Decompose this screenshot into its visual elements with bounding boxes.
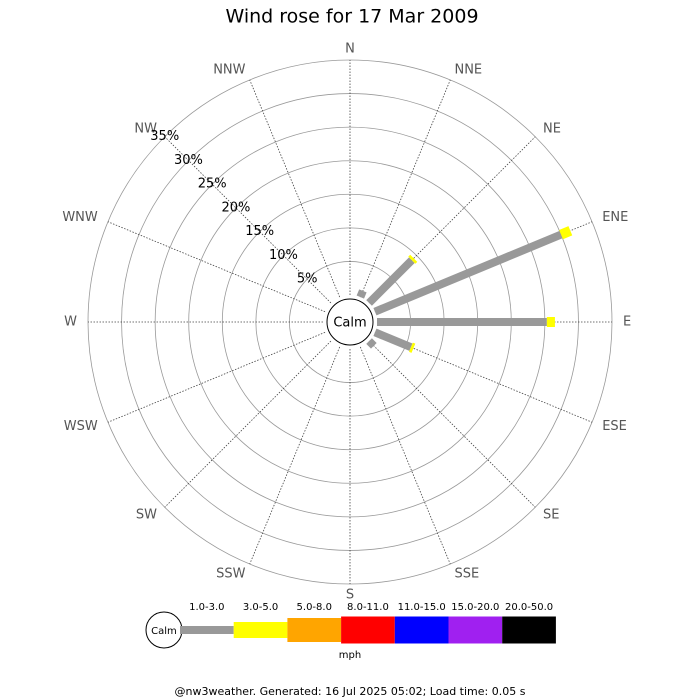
direction-label: SSW [216, 567, 246, 582]
bar [356, 289, 367, 299]
legend-label: 15.0-20.0 [451, 602, 499, 613]
legend-label: 3.0-5.0 [243, 602, 278, 613]
direction-label: N [345, 42, 355, 57]
legend-calm-label: Calm [151, 626, 177, 637]
bar [373, 328, 413, 351]
direction-label: NE [543, 121, 561, 136]
direction-label: NW [134, 121, 157, 136]
direction-label: SSE [454, 567, 479, 582]
direction-label: NNW [213, 62, 245, 77]
y-tick-label: 35% [150, 129, 179, 144]
y-tick-label: 10% [269, 248, 298, 263]
bar [559, 226, 573, 240]
y-tick-label: 15% [245, 224, 274, 239]
bar [373, 230, 563, 316]
direction-label: W [64, 315, 77, 330]
calm-label: Calm [333, 316, 366, 331]
bar [366, 257, 415, 306]
legend-label: 20.0-50.0 [505, 602, 553, 613]
legend-swatch [180, 626, 234, 634]
direction-label: SE [543, 508, 559, 523]
y-tick-label: 20% [222, 200, 251, 215]
legend-swatch [233, 622, 288, 638]
spoke [359, 79, 451, 298]
legend-label: 5.0-8.0 [297, 602, 332, 613]
spoke [359, 346, 451, 565]
direction-label: WNW [62, 210, 98, 225]
bar [409, 342, 416, 353]
direction-label: ENE [602, 210, 628, 225]
legend-swatch [502, 616, 556, 644]
legend-label: 1.0-3.0 [189, 602, 224, 613]
direction-label: S [346, 588, 354, 603]
spoke [368, 340, 536, 508]
legend-swatch [287, 618, 342, 642]
legend-swatch [394, 616, 449, 644]
bar [366, 338, 377, 349]
calm-circle [326, 298, 374, 346]
unit-label: mph [339, 650, 361, 661]
spoke [249, 346, 341, 565]
chart-title: Wind rose for 17 Mar 2009 [225, 6, 478, 28]
legend-swatch [448, 616, 503, 644]
y-tick-label: 25% [198, 177, 227, 192]
legend-label: 8.0-11.0 [347, 602, 389, 613]
spoke [164, 136, 332, 304]
spoke [107, 221, 326, 313]
y-tick-label: 5% [297, 272, 318, 287]
direction-label: ESE [602, 419, 627, 434]
spoke [164, 340, 332, 508]
spoke [107, 331, 326, 423]
direction-label: NNE [454, 62, 482, 77]
spoke [249, 79, 341, 298]
legend-swatch [341, 616, 395, 644]
direction-label: E [623, 315, 631, 330]
legend-label: 11.0-15.0 [398, 602, 446, 613]
y-tick-label: 30% [174, 153, 203, 168]
footer: @nw3weather. Generated: 16 Jul 2025 05:0… [175, 685, 526, 698]
direction-label: SW [136, 508, 157, 523]
direction-label: WSW [64, 419, 98, 434]
bar [408, 254, 418, 264]
